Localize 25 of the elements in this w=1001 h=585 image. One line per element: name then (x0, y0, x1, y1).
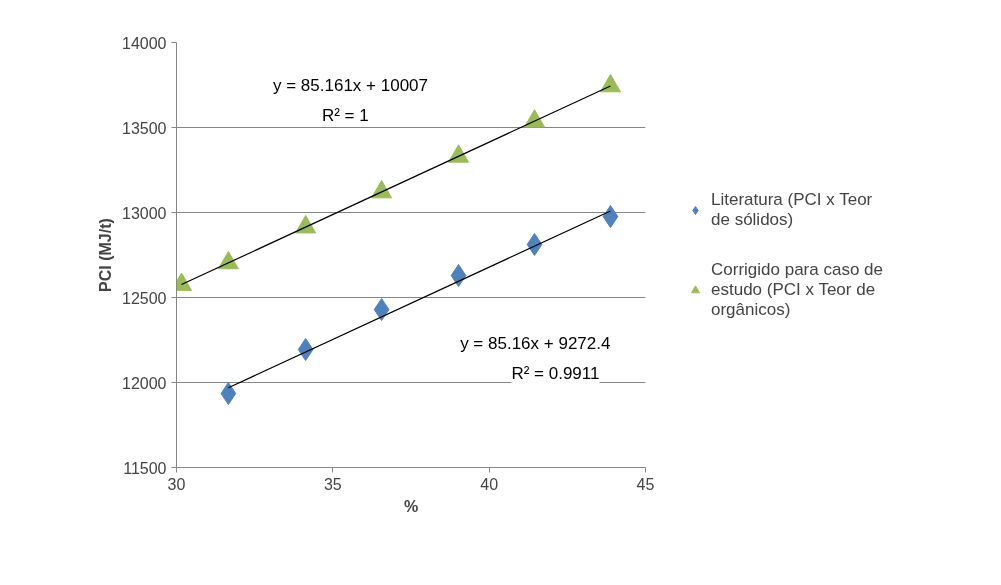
point (297, 338, 314, 362)
point (602, 205, 619, 229)
x-axis-title: % (403, 497, 419, 515)
y-tick-label: 14000 (122, 34, 167, 52)
y-tick-label: 13500 (122, 119, 167, 137)
annotation: y = 85.161x + 10007 (272, 75, 429, 95)
y-tick-label: 13000 (122, 204, 167, 222)
annotation: R² = 0.9911 (511, 364, 600, 384)
y-tick-label: 12000 (122, 374, 167, 392)
legend-label: Corrigido para caso de estudo (PCI x Teor de orgânicos) (711, 259, 883, 320)
x-tick-label: 40 (480, 475, 499, 493)
annotation: R² = 1 (321, 106, 369, 126)
point (450, 264, 467, 288)
legend-label: Literatura (PCI x Teor de sólidos) (711, 189, 873, 230)
y-tick-label: 12500 (122, 289, 167, 307)
x-tick-label: 45 (636, 475, 655, 493)
y-axis-title: PCI (MJ/t) (97, 218, 115, 292)
y-tick-label: 11500 (123, 459, 167, 477)
point (599, 73, 621, 93)
point (220, 382, 237, 406)
point (373, 298, 390, 322)
x-tick-label: 30 (167, 475, 186, 493)
point (526, 232, 543, 256)
annotation: y = 85.16x + 9272.4 (460, 333, 611, 353)
x-tick-label: 35 (323, 475, 342, 493)
